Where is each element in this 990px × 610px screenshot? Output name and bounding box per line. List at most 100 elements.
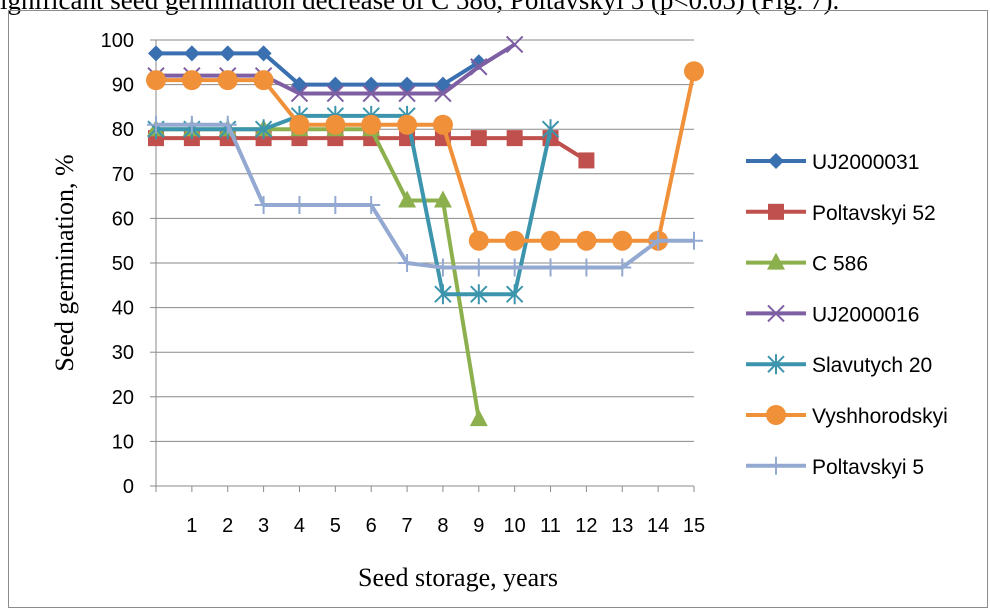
y-tick-label: 70 bbox=[112, 164, 134, 186]
y-axis-title: Seed germination, % bbox=[50, 154, 79, 371]
chart-frame bbox=[8, 10, 988, 608]
legend-entry: Poltavskyi 5 bbox=[746, 456, 924, 479]
data-point bbox=[576, 230, 597, 251]
y-tick-label: 50 bbox=[112, 253, 134, 275]
series-lines bbox=[146, 35, 704, 427]
data-point bbox=[290, 84, 309, 103]
series-line bbox=[156, 70, 696, 243]
x-tick-label: 6 bbox=[366, 515, 377, 537]
series-line bbox=[156, 113, 553, 297]
legend-label: Slavutych 20 bbox=[812, 354, 932, 377]
x-tick-label: 9 bbox=[473, 515, 484, 537]
data-point bbox=[399, 76, 416, 93]
data-point bbox=[768, 203, 784, 220]
x-tick-label: 11 bbox=[540, 515, 561, 537]
series-line bbox=[156, 127, 481, 420]
data-point bbox=[578, 152, 595, 169]
data-point bbox=[767, 456, 785, 475]
series-vyshhorodskyi bbox=[146, 61, 704, 251]
y-tick-label: 80 bbox=[112, 119, 134, 141]
y-tick-label: 100 bbox=[101, 30, 134, 52]
x-tick-label: 3 bbox=[258, 515, 269, 537]
data-point bbox=[470, 54, 487, 71]
data-point bbox=[470, 130, 487, 147]
legend-entry: UJ2000031 bbox=[746, 151, 919, 174]
data-point bbox=[434, 284, 452, 305]
data-point bbox=[468, 230, 489, 251]
y-tick-label: 90 bbox=[112, 75, 134, 97]
data-point bbox=[577, 258, 596, 277]
y-tick-label: 60 bbox=[112, 208, 134, 230]
data-point bbox=[505, 258, 524, 277]
data-point bbox=[767, 252, 785, 270]
y-tick-label: 0 bbox=[123, 476, 134, 498]
legend-entry: UJ2000016 bbox=[746, 303, 919, 326]
x-tick-label: 2 bbox=[222, 515, 233, 537]
legend-entry: C 586 bbox=[746, 252, 868, 276]
data-point bbox=[398, 190, 417, 208]
x-tick-label: 7 bbox=[402, 515, 413, 537]
data-point bbox=[612, 230, 633, 251]
y-tick-label: 20 bbox=[112, 387, 134, 409]
legend-entry: Slavutych 20 bbox=[746, 354, 932, 377]
series-line bbox=[156, 122, 694, 270]
data-point bbox=[181, 70, 202, 91]
data-point bbox=[217, 70, 238, 91]
data-point bbox=[146, 70, 166, 91]
data-point bbox=[147, 115, 165, 134]
data-point bbox=[504, 230, 525, 251]
y-tick-label: 40 bbox=[112, 298, 134, 320]
data-point bbox=[362, 84, 380, 103]
x-tick-label: 13 bbox=[611, 515, 633, 537]
data-point bbox=[649, 231, 668, 250]
data-point bbox=[289, 114, 310, 135]
data-point bbox=[326, 84, 345, 103]
data-point bbox=[505, 35, 524, 54]
x-tick-label: 8 bbox=[437, 515, 448, 537]
data-point bbox=[398, 84, 416, 103]
legend-entry: Vyshhorodskyi bbox=[746, 405, 948, 428]
data-point bbox=[218, 115, 237, 134]
x-tick-label: 14 bbox=[647, 515, 669, 537]
data-point bbox=[219, 45, 236, 62]
legend-label: Poltavskyi 52 bbox=[812, 202, 936, 225]
data-point bbox=[470, 284, 488, 305]
legend-label: C 586 bbox=[812, 253, 868, 276]
data-point bbox=[363, 76, 380, 93]
data-point bbox=[148, 45, 164, 62]
data-point bbox=[398, 254, 417, 272]
caption-text: ignificant seed germination decrease of … bbox=[0, 0, 840, 15]
legend-label: Vyshhorodskyi bbox=[812, 405, 948, 428]
data-point bbox=[325, 114, 346, 135]
data-point bbox=[540, 230, 561, 251]
x-tick-label: 4 bbox=[294, 515, 305, 537]
data-point bbox=[541, 258, 560, 277]
x-tick-labels: 1 2 3 4 5 6 7 8 9 10 11 12 13 14 15 bbox=[186, 515, 705, 537]
x-tick-label: 10 bbox=[504, 515, 526, 537]
data-point bbox=[767, 304, 785, 323]
data-point bbox=[432, 114, 453, 135]
data-point bbox=[685, 231, 703, 250]
data-point bbox=[397, 114, 418, 135]
legend-entry: Poltavskyi 52 bbox=[746, 202, 936, 225]
data-point bbox=[469, 409, 488, 427]
legend-label: Poltavskyi 5 bbox=[812, 456, 924, 479]
data-point bbox=[433, 258, 452, 277]
data-point bbox=[434, 84, 452, 103]
series-line bbox=[156, 51, 480, 87]
data-point bbox=[182, 115, 201, 134]
x-axis-title: Seed storage, years bbox=[358, 563, 558, 592]
data-point bbox=[767, 354, 785, 375]
data-point bbox=[768, 153, 784, 169]
data-point bbox=[253, 70, 274, 91]
legend-label: UJ2000016 bbox=[812, 303, 919, 326]
data-point bbox=[290, 196, 309, 215]
x-tick-label: 5 bbox=[330, 515, 341, 537]
data-point bbox=[362, 196, 381, 215]
data-point bbox=[254, 119, 273, 140]
data-point bbox=[470, 58, 488, 76]
data-point bbox=[506, 130, 523, 147]
legend: UJ2000031 Poltavskyi 52 C 586 UJ2000016 Slav… bbox=[746, 151, 948, 479]
data-point bbox=[766, 405, 786, 425]
